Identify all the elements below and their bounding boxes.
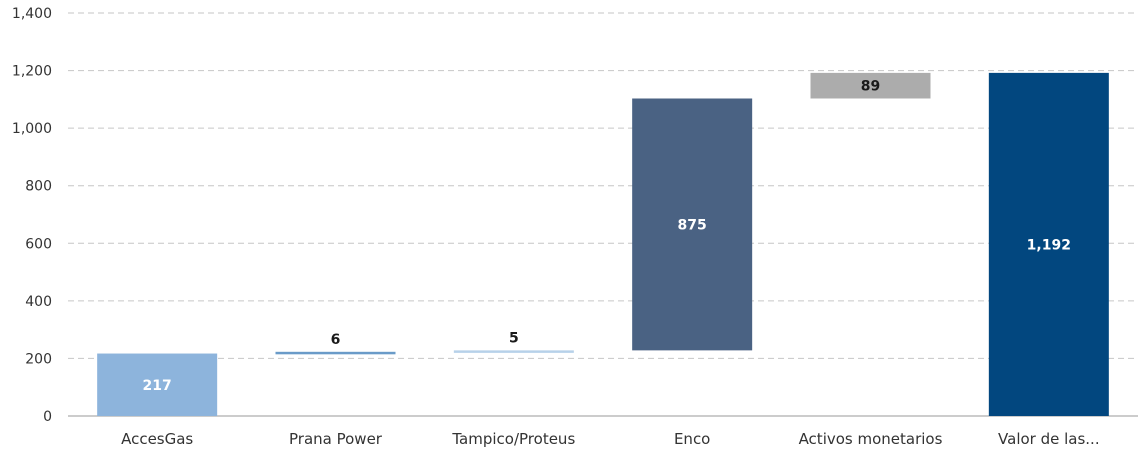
x-category-label: Valor de las... — [998, 430, 1100, 448]
y-tick-label: 800 — [25, 179, 52, 195]
bar — [810, 72, 931, 99]
bar — [97, 353, 218, 416]
y-tick-label: 1,200 — [12, 64, 52, 80]
data-label: 5 — [509, 330, 519, 346]
data-labels: 217 6 5 875 89 1,192 — [143, 79, 1071, 394]
y-tick-label: 400 — [25, 294, 52, 310]
y-tick-label: 600 — [25, 236, 52, 252]
data-label: 6 — [331, 332, 341, 348]
bar — [988, 72, 1109, 417]
bars — [97, 72, 1109, 417]
x-category-label: Activos monetarios — [799, 430, 943, 448]
x-axis-category-labels: AccesGas Prana Power Tampico/Proteus Enco Ac… — [121, 430, 1100, 448]
x-category-label: Tampico/Proteus — [451, 430, 575, 448]
y-axis-tick-labels: 0 200 400 600 800 1,000 1,200 1,400 — [12, 6, 52, 425]
data-label: 875 — [678, 217, 707, 233]
gridlines — [68, 12, 1138, 417]
y-tick-label: 200 — [25, 351, 52, 367]
y-tick-label: 0 — [43, 409, 52, 425]
data-label: 89 — [861, 79, 880, 95]
x-category-label: Prana Power — [289, 430, 383, 448]
x-category-label: AccesGas — [121, 430, 193, 448]
y-tick-label: 1,000 — [12, 121, 52, 137]
bar — [275, 351, 396, 355]
data-label: 217 — [143, 378, 172, 394]
y-tick-label: 1,400 — [12, 6, 52, 22]
data-label: 1,192 — [1027, 237, 1071, 253]
bar — [632, 98, 753, 351]
x-category-label: Enco — [674, 430, 710, 448]
bar — [453, 350, 574, 353]
